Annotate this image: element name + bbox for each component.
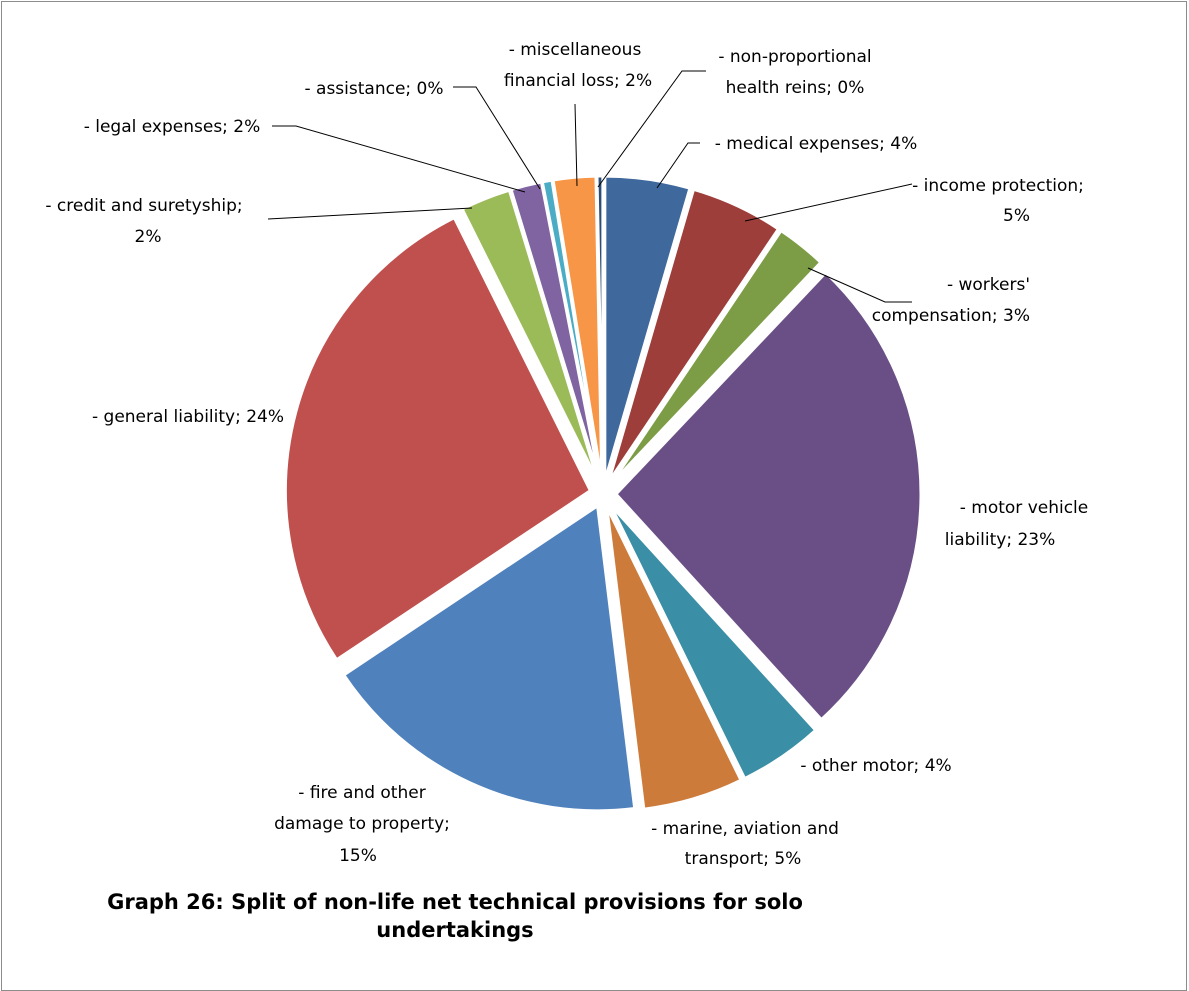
figure-caption: Graph 26: Split of non-life net technica… xyxy=(107,890,803,942)
slice-label-other-motor: - other motor; 4% xyxy=(800,756,951,776)
leader-line-workers-compensation xyxy=(807,267,912,303)
leader-line-assistance xyxy=(453,86,541,190)
leader-line-credit-and-suretyship xyxy=(267,207,473,220)
slice-label-general-liability: - general liability; 24% xyxy=(92,407,284,427)
pie-slice-non-proportional-health-reins xyxy=(595,174,605,482)
slice-label-workers-compensation: - workers' compensation; 3% xyxy=(872,275,1030,326)
slice-label-income-protection: - income protection; 5% xyxy=(912,176,1084,226)
slice-label-fire-and-other-damage-to-property: - fire and other damage to property; 15% xyxy=(274,783,450,866)
pie-slice-medical-expenses xyxy=(603,174,692,482)
leader-line-medical-expenses xyxy=(656,142,700,189)
leader-line-income-protection xyxy=(744,183,913,222)
leader-line-legal-expenses xyxy=(272,125,526,193)
pie-slice-motor-vehicle-liability xyxy=(613,270,923,722)
pie-slice-other-motor xyxy=(608,503,818,781)
slice-labels: - medical expenses; 4% - income protectio… xyxy=(45,40,1088,869)
leader-line-non-proportional-health-reins xyxy=(597,70,706,188)
slice-label-medical-expenses: - medical expenses; 4% xyxy=(715,134,917,154)
slice-label-credit-and-suretyship: - credit and suretyship; 2% xyxy=(45,196,242,247)
pie-slice-income-protection xyxy=(607,187,781,484)
slice-label-non-proportional-health-reins: - non-proportional health reins; 0% xyxy=(718,47,871,98)
leader-lines xyxy=(267,70,913,303)
pie-slice-workers-compensation xyxy=(609,228,823,485)
pie-slices xyxy=(284,174,923,813)
leader-line-miscellaneous-financial-loss xyxy=(574,103,578,187)
slice-label-miscellaneous-financial-loss: - miscellaneous financial loss; 2% xyxy=(504,40,652,91)
pie-slice-fire-and-other-damage-to-property xyxy=(341,503,637,813)
slice-label-legal-expenses: - legal expenses; 2% xyxy=(84,117,261,137)
pie-slice-marine-aviation-and-transport xyxy=(605,505,744,811)
slice-label-assistance: - assistance; 0% xyxy=(304,79,443,99)
pie-chart: - medical expenses; 4% - income protectio… xyxy=(45,40,1088,869)
slice-label-motor-vehicle-liability: - motor vehicle liability; 23% xyxy=(945,498,1088,550)
pie-slice-general-liability xyxy=(284,215,593,662)
slice-label-marine-aviation-and-transport: - marine, aviation and transport; 5% xyxy=(651,819,839,869)
